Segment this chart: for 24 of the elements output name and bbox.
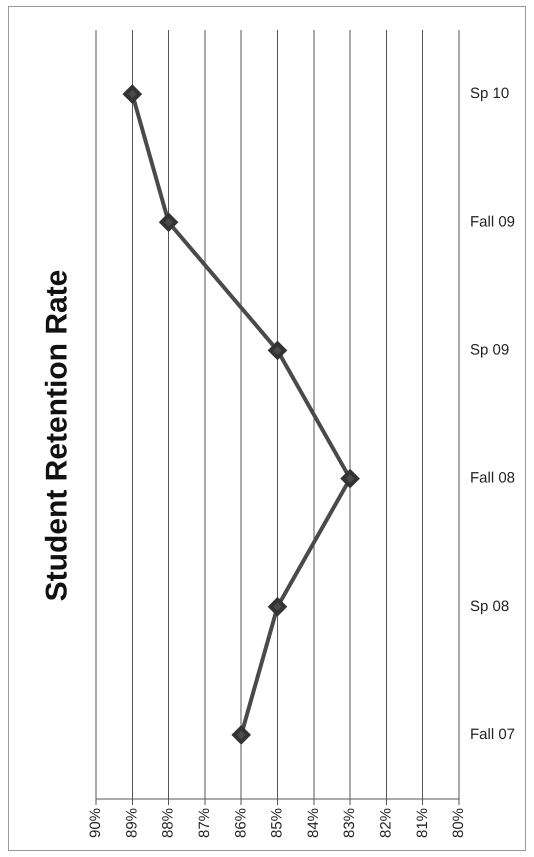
x-tick-label: 89% bbox=[123, 808, 140, 838]
x-tick-label: 80% bbox=[450, 808, 468, 838]
x-tick-label: 87% bbox=[196, 808, 214, 838]
x-tick-label: 84% bbox=[304, 808, 322, 838]
y-tick-label: Sp 09 bbox=[470, 342, 510, 359]
x-tick-label: 90% bbox=[87, 808, 104, 838]
text: Student Retention Rate bbox=[40, 270, 74, 602]
point bbox=[341, 470, 360, 488]
x-tick-label: 81% bbox=[414, 808, 431, 838]
point bbox=[160, 213, 178, 232]
x-tick-label: 82% bbox=[378, 808, 395, 838]
y-tick-label: Fall 09 bbox=[470, 213, 516, 230]
y-tick-label: Fall 08 bbox=[470, 470, 516, 487]
point bbox=[268, 341, 286, 360]
x-tick-label: 85% bbox=[268, 808, 286, 838]
point bbox=[232, 726, 250, 744]
y-tick-label: Sp 10 bbox=[470, 85, 510, 102]
y-tick-label: Fall 07 bbox=[470, 726, 516, 744]
point bbox=[268, 598, 286, 616]
x-tick-label: 83% bbox=[341, 808, 358, 838]
point bbox=[123, 85, 142, 104]
x-tick-label: 86% bbox=[232, 808, 250, 838]
y-tick-label: Sp 08 bbox=[470, 598, 510, 615]
x-tick-label: 88% bbox=[160, 808, 177, 838]
